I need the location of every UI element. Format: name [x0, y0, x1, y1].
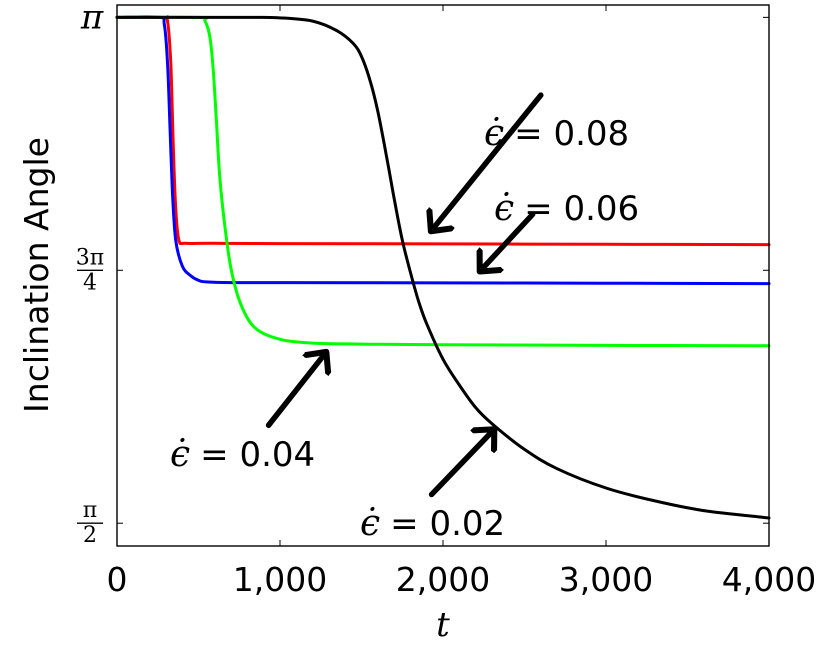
- x-tick-label: 4,000: [722, 560, 816, 599]
- y-axis-title: Inclination Angle: [17, 137, 56, 413]
- y-tick-label-denominator: 4: [83, 270, 97, 295]
- annotation-label: ϵ̇ = 0.06: [494, 188, 639, 229]
- series-line-1: [115, 15, 771, 286]
- annotation-value: = 0.06: [524, 189, 639, 229]
- x-tick-label: 0: [107, 560, 128, 599]
- series-line-2: [115, 15, 771, 348]
- x-axis-title: t: [436, 605, 450, 645]
- annotation-label: ϵ̇ = 0.02: [360, 503, 505, 544]
- series-line-3: [115, 15, 771, 520]
- annotation-value: = 0.02: [390, 504, 505, 544]
- y-tick-label-numerator: π: [83, 498, 97, 523]
- y-tick-label: π: [80, 0, 104, 37]
- series-line-0: [115, 15, 771, 247]
- annotation-value: = 0.04: [200, 435, 315, 475]
- x-tick-label: 3,000: [559, 560, 653, 599]
- x-tick-label: 1,000: [233, 560, 327, 599]
- annotation-symbol: ϵ̇: [360, 503, 380, 544]
- annotation-arrow: [480, 211, 536, 270]
- annotation-symbol: ϵ̇: [494, 188, 514, 229]
- annotation-label: ϵ̇ = 0.08: [484, 113, 629, 154]
- annotation-label: ϵ̇ = 0.04: [170, 434, 315, 475]
- annotation-arrow: [428, 430, 494, 498]
- y-tick-label-denominator: 2: [83, 523, 97, 548]
- annotation-symbol: ϵ̇: [170, 434, 190, 475]
- x-tick-label: 2,000: [396, 560, 490, 599]
- y-tick-label-numerator: 3π: [76, 245, 104, 270]
- annotation-symbol: ϵ̇: [484, 113, 504, 154]
- annotation-arrow: [265, 353, 326, 428]
- annotation-value: = 0.08: [514, 114, 629, 154]
- plot-frame: [116, 4, 770, 547]
- annotation-arrow: [432, 92, 544, 230]
